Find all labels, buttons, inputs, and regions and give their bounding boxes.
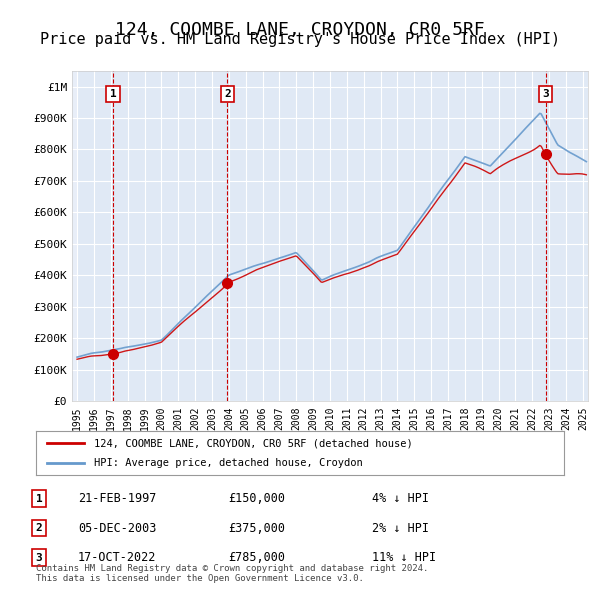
Text: £375,000: £375,000 (228, 522, 285, 535)
Bar (113, 71, 227, 401)
Text: 2% ↓ HPI: 2% ↓ HPI (372, 522, 429, 535)
Text: 1: 1 (110, 89, 116, 99)
Bar (545, 71, 588, 401)
Text: 17-OCT-2022: 17-OCT-2022 (78, 551, 157, 564)
Text: 4% ↓ HPI: 4% ↓ HPI (372, 492, 429, 505)
Text: HPI: Average price, detached house, Croydon: HPI: Average price, detached house, Croy… (94, 458, 363, 467)
Text: £150,000: £150,000 (228, 492, 285, 505)
Text: £785,000: £785,000 (228, 551, 285, 564)
Text: 1: 1 (35, 494, 43, 503)
Text: 124, COOMBE LANE, CROYDON, CR0 5RF (detached house): 124, COOMBE LANE, CROYDON, CR0 5RF (deta… (94, 438, 413, 448)
Text: 2: 2 (35, 523, 43, 533)
Text: 3: 3 (542, 89, 549, 99)
Bar (77, 71, 113, 401)
Text: 2: 2 (224, 89, 231, 99)
Text: 21-FEB-1997: 21-FEB-1997 (78, 492, 157, 505)
Text: 3: 3 (35, 553, 43, 562)
Text: 11% ↓ HPI: 11% ↓ HPI (372, 551, 436, 564)
Text: Price paid vs. HM Land Registry's House Price Index (HPI): Price paid vs. HM Land Registry's House … (40, 32, 560, 47)
Text: Contains HM Land Registry data © Crown copyright and database right 2024.
This d: Contains HM Land Registry data © Crown c… (36, 563, 428, 583)
Text: 05-DEC-2003: 05-DEC-2003 (78, 522, 157, 535)
Bar (227, 71, 545, 401)
Text: 124, COOMBE LANE, CROYDON, CR0 5RF: 124, COOMBE LANE, CROYDON, CR0 5RF (115, 21, 485, 39)
